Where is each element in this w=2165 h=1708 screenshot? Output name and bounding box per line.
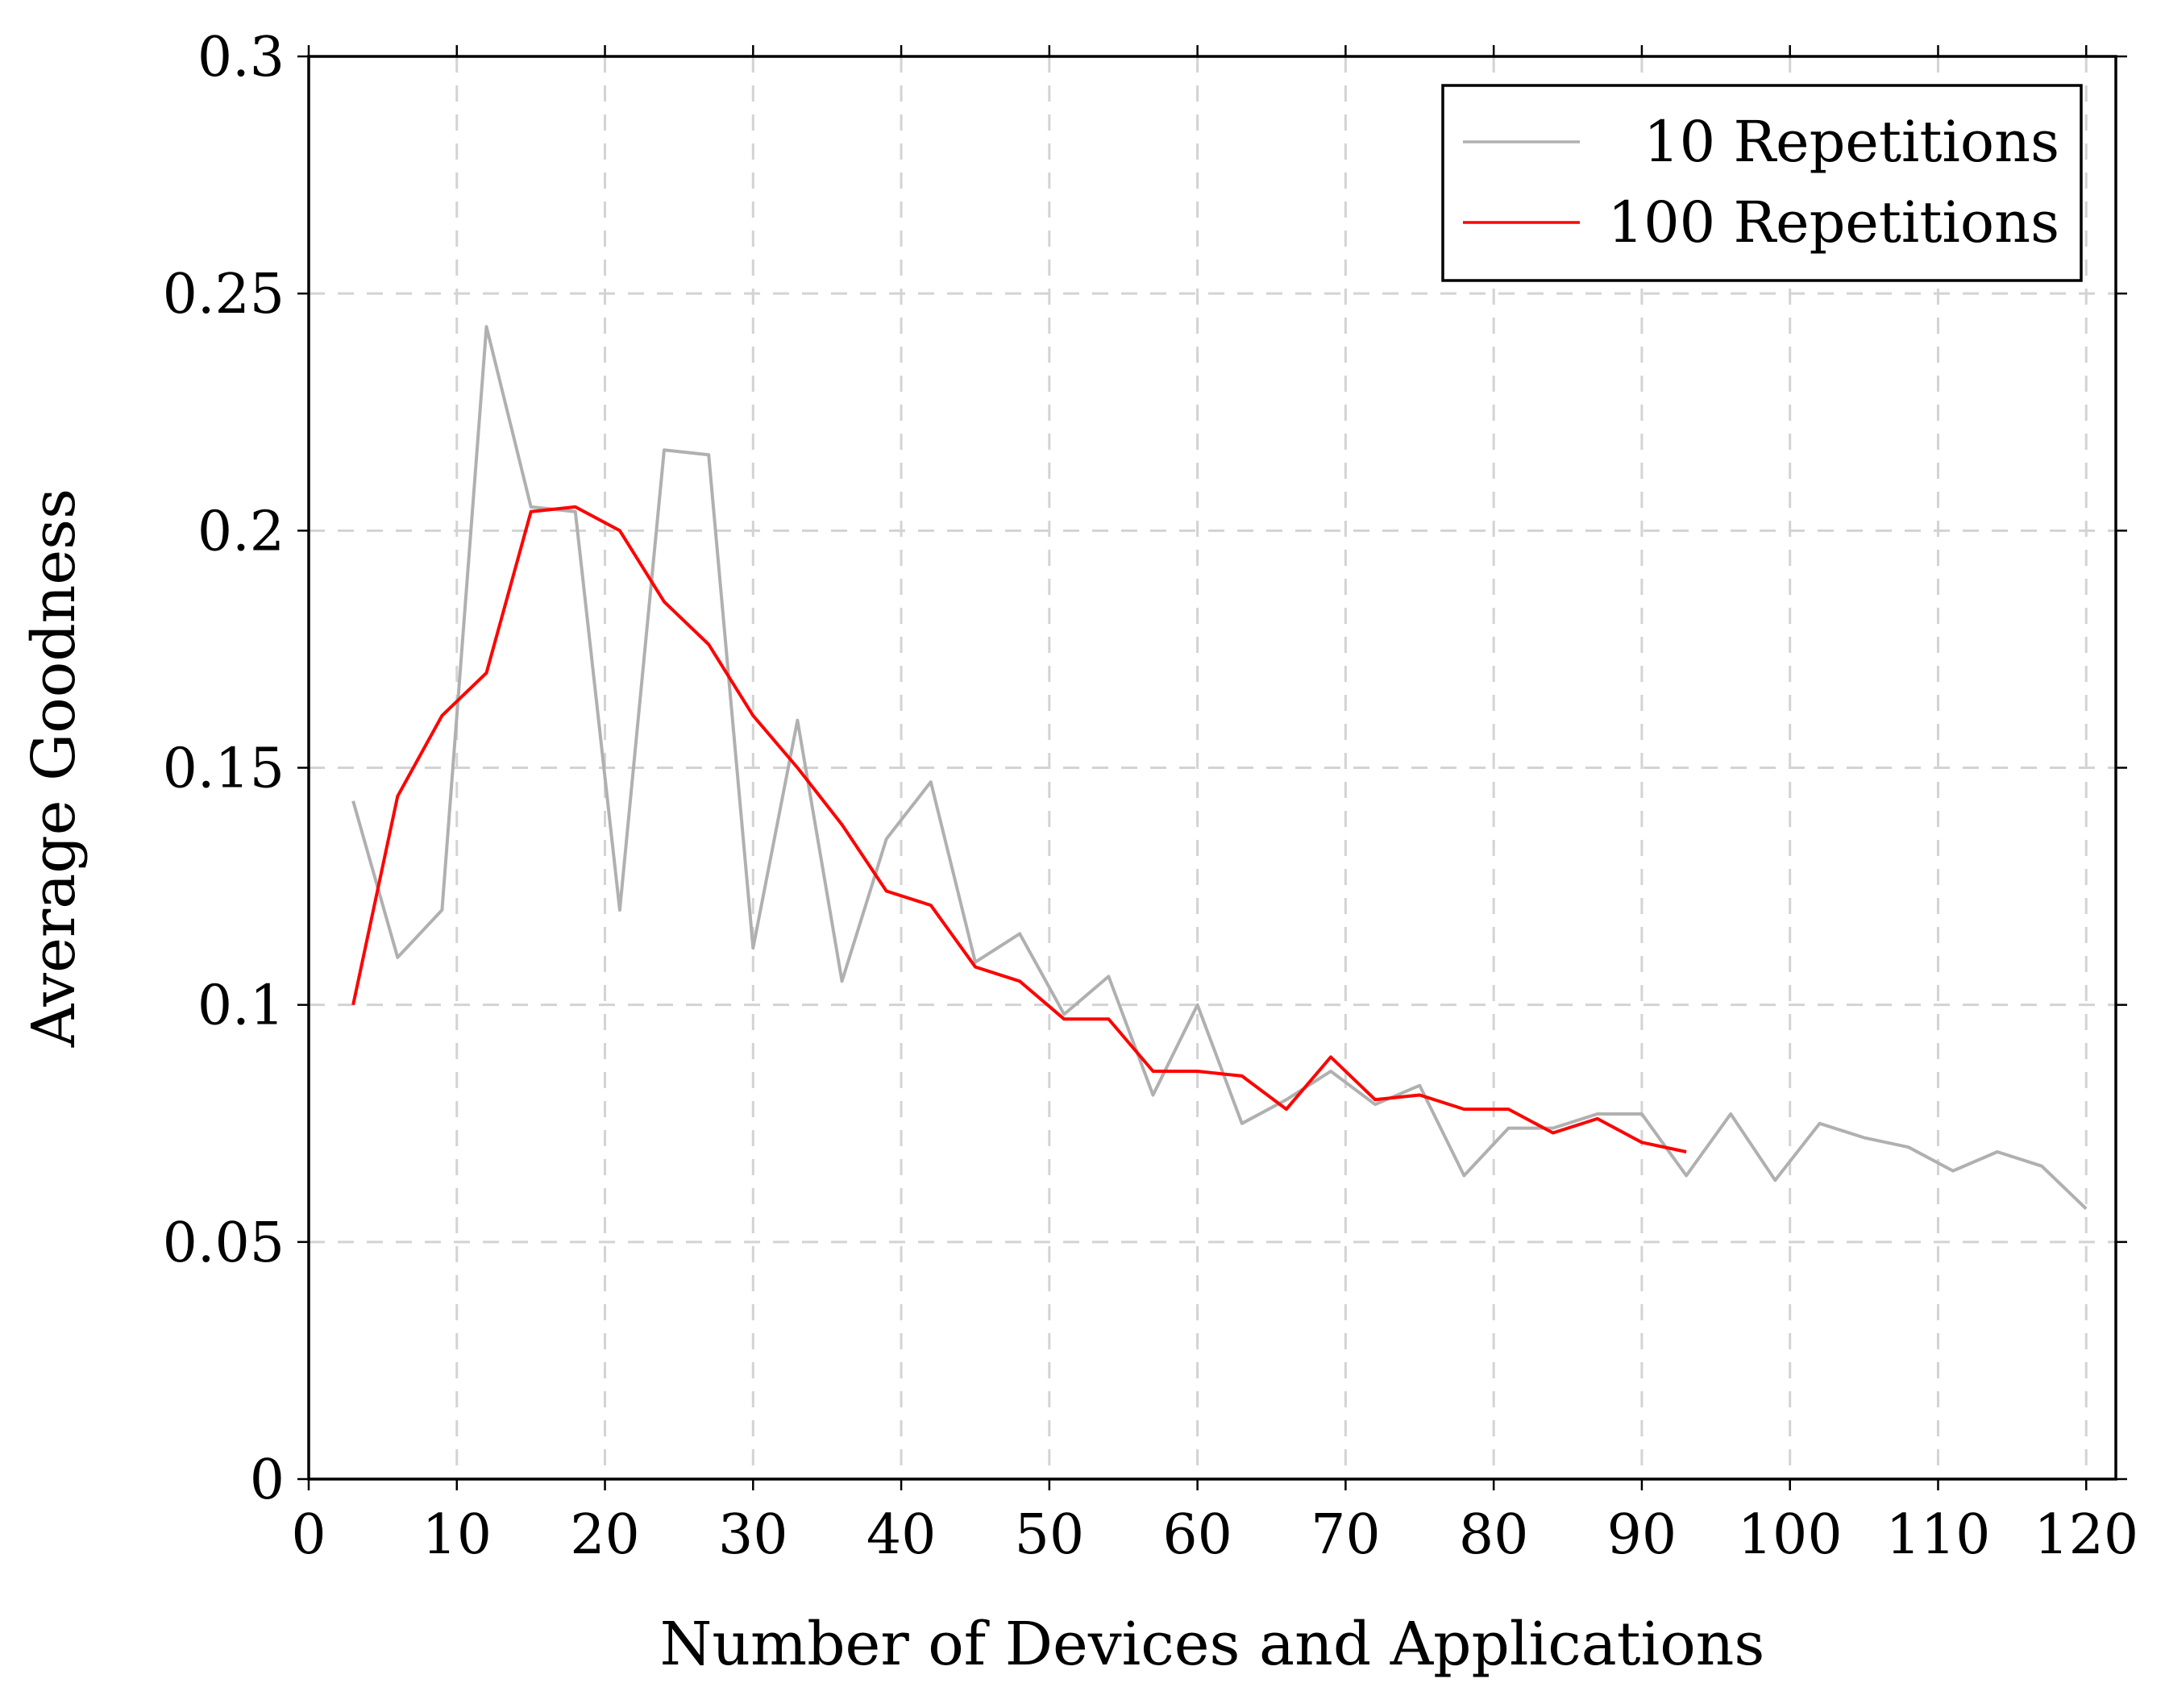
x-tick-label: 40: [866, 1503, 937, 1567]
grid-lines: [309, 56, 2116, 1479]
y-tick-label: 0.25: [163, 263, 285, 326]
y-tick-label: 0.2: [197, 500, 285, 563]
x-tick-label: 80: [1459, 1503, 1529, 1567]
x-tick-labels: 0 10 20 30 40 50 60 70 80 90 100 110 120: [291, 1503, 2138, 1567]
x-tick-label: 20: [570, 1503, 640, 1567]
axis-ticks: [297, 45, 2127, 1490]
x-tick-label: 100: [1738, 1503, 1843, 1567]
series-line-10-repetitions: [351, 325, 2088, 1211]
legend: 10 Repetitions 100 Repetitions: [1441, 84, 2083, 282]
y-tick-label: 0.1: [197, 975, 285, 1038]
x-tick-label: 50: [1015, 1503, 1085, 1567]
plot-frame: [307, 55, 2117, 1481]
series-line-100-repetitions: [351, 505, 1687, 1153]
y-tick-label: 0.3: [197, 26, 285, 89]
x-tick-label: 120: [2034, 1503, 2138, 1567]
x-tick-label: 90: [1607, 1503, 1677, 1567]
y-tick-label: 0.15: [163, 738, 285, 801]
y-tick-labels: 0 0.05 0.1 0.15 0.2 0.25 0.3: [163, 26, 285, 1512]
y-axis-title: Average Goodness: [19, 488, 89, 1048]
x-tick-label: 0: [291, 1503, 326, 1567]
legend-label-100-repetitions: 100 Repetitions: [1608, 189, 2059, 256]
x-tick-label: 30: [718, 1503, 788, 1567]
x-tick-label: 70: [1311, 1503, 1381, 1567]
x-axis-title: Number of Devices and Applications: [660, 1610, 1765, 1679]
legend-box: [1441, 84, 2083, 282]
y-tick-label: 0.05: [163, 1211, 285, 1275]
x-tick-label: 10: [422, 1503, 492, 1567]
x-tick-label: 60: [1162, 1503, 1232, 1567]
series-lines: [351, 325, 2088, 1211]
x-tick-label: 110: [1886, 1503, 1991, 1567]
legend-label-10-repetitions: 10 Repetitions: [1643, 109, 2059, 175]
y-tick-label: 0: [250, 1448, 285, 1512]
